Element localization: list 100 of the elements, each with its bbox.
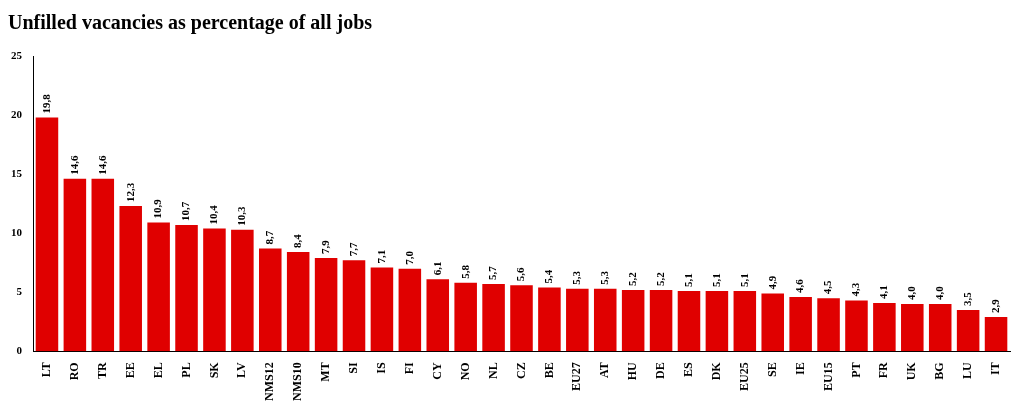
bar [677, 291, 701, 352]
bar [901, 304, 924, 352]
bar [370, 267, 394, 352]
data-label: 10,4 [207, 204, 220, 225]
x-tick-label: EE [122, 362, 137, 379]
x-tick-label: IT [988, 362, 1003, 376]
x-tick-label: CZ [513, 362, 528, 380]
data-label: 10,9 [151, 198, 164, 219]
y-tick-label: 0 [16, 344, 23, 357]
bar [175, 224, 198, 352]
x-tick-label: EL [150, 362, 165, 379]
x-tick-label: IE [792, 362, 807, 376]
data-label: 5,8 [458, 264, 471, 279]
y-tick-label: 25 [11, 48, 23, 61]
bar [286, 252, 310, 352]
bar [705, 291, 729, 352]
bar [649, 289, 673, 352]
x-tick-label: FI [401, 362, 416, 375]
x-tick-label: LU [960, 362, 975, 380]
x-tick-label: DE [653, 362, 668, 380]
data-label: 7,9 [318, 239, 331, 255]
bar [91, 178, 115, 352]
bar [398, 268, 422, 352]
bar [845, 300, 868, 352]
data-label: 12,3 [123, 182, 136, 203]
bar [203, 228, 226, 352]
x-tick-label: CY [429, 362, 444, 380]
x-tick-label: EU25 [736, 362, 751, 392]
y-tick-label: 15 [11, 166, 23, 179]
data-label: 4,6 [793, 278, 806, 293]
x-tick-label: DK [708, 361, 723, 381]
bar [314, 258, 338, 352]
chart-title: Unfilled vacancies as percentage of all jobs [8, 11, 373, 35]
data-label: 6,1 [430, 261, 443, 276]
data-label: 5,1 [709, 273, 722, 288]
data-label: 3,5 [960, 291, 973, 306]
data-label: 5,1 [681, 273, 694, 288]
data-label: 19,8 [39, 93, 52, 114]
x-tick-label: LT [39, 362, 54, 378]
x-tick-label: IS [374, 362, 389, 374]
x-tick-label: EU27 [569, 362, 584, 392]
data-label: 5,2 [626, 271, 638, 286]
bar [538, 287, 561, 352]
data-label: 2,9 [988, 298, 1001, 314]
data-label: 4,1 [877, 285, 890, 299]
bar [956, 309, 980, 352]
bar [482, 284, 505, 352]
data-label: 5,3 [598, 270, 611, 285]
x-tick-label: NL [485, 362, 500, 380]
x-tick-label: TR [94, 362, 109, 380]
bar [733, 291, 757, 352]
data-label: 4,0 [933, 285, 946, 301]
bar [147, 222, 170, 352]
data-label: 10,7 [179, 201, 192, 221]
data-label: 14,6 [67, 155, 80, 175]
x-tick-label: BG [932, 362, 947, 380]
x-tick-label: ES [681, 362, 696, 378]
bar [63, 178, 87, 352]
bar [984, 317, 1008, 352]
data-label: 5,1 [737, 273, 750, 288]
data-label: 14,6 [95, 155, 108, 175]
data-label: 4,9 [765, 275, 778, 290]
bar [231, 229, 254, 352]
bar [119, 206, 142, 352]
bar [35, 117, 59, 352]
x-tick-label: UK [904, 361, 919, 381]
x-tick-label: SE [764, 362, 779, 378]
bar [928, 304, 952, 352]
x-tick-label: PL [178, 362, 193, 378]
x-tick-label: NMS10 [290, 362, 305, 402]
data-label: 7,1 [374, 249, 387, 264]
bar [342, 260, 366, 352]
data-label: 5,4 [542, 269, 555, 284]
bar [259, 248, 282, 352]
data-label: 4,0 [905, 285, 918, 301]
bar [510, 285, 533, 352]
bar [426, 279, 450, 352]
bar [817, 298, 840, 352]
bar [454, 282, 477, 352]
bar [621, 289, 645, 352]
bar [873, 302, 896, 352]
x-tick-label: SK [206, 361, 221, 379]
data-label: 5,2 [653, 271, 666, 286]
x-tick-label: RO [66, 362, 81, 381]
data-label: 8,4 [291, 233, 304, 249]
bar [789, 296, 812, 352]
bar [593, 288, 617, 352]
x-tick-label: AT [597, 362, 612, 379]
x-tick-label: FR [876, 362, 891, 379]
data-label: 7,0 [402, 250, 415, 265]
y-tick-label: 20 [11, 107, 23, 120]
x-tick-label: BE [541, 362, 556, 379]
y-tick-label: 5 [16, 285, 23, 298]
data-label: 5,3 [570, 270, 583, 285]
data-label: 4,3 [849, 282, 862, 297]
y-tick-label: 10 [11, 226, 23, 239]
data-label: 8,7 [263, 230, 276, 245]
x-tick-label: HU [625, 362, 640, 381]
data-label: 5,7 [486, 265, 499, 280]
x-tick-label: PT [848, 362, 863, 378]
